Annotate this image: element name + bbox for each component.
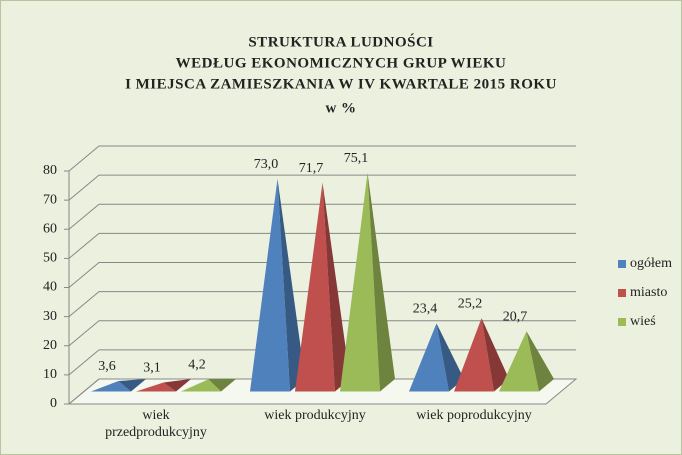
bar-face [454, 318, 494, 392]
y-tick-label: 0 [50, 396, 57, 411]
legend-swatch [618, 318, 626, 326]
chart-title: WEDŁUG EKONOMICZNYCH GRUP WIEKU [176, 55, 507, 71]
data-label: 3,6 [98, 359, 116, 374]
bar-face [499, 331, 539, 392]
bar [181, 379, 236, 392]
data-label: 25,2 [458, 296, 483, 311]
bar [340, 172, 395, 392]
bar-side [481, 318, 509, 392]
bar-face [91, 381, 131, 392]
y-tick-label: 30 [43, 309, 57, 324]
y-tick-label: 70 [43, 192, 57, 207]
y-tick-label: 10 [43, 367, 57, 382]
bar-face [295, 182, 335, 392]
bar-side [367, 172, 395, 392]
x-tick-label: wiek przedprodukcyjny [105, 408, 207, 440]
legend-label: ogółem [630, 256, 672, 271]
grid-line [68, 320, 576, 347]
data-label: 3,1 [143, 361, 161, 376]
grid-line [68, 291, 576, 318]
data-label: 23,4 [413, 302, 438, 317]
grid-line [68, 349, 576, 376]
bar-side [163, 379, 191, 392]
data-label: 20,7 [503, 309, 528, 324]
legend-label: wieś [630, 314, 656, 329]
grid-line [68, 145, 576, 172]
bar [136, 379, 191, 392]
legend-swatch [618, 260, 626, 268]
legend-swatch [618, 289, 626, 297]
chart-subtitle: w % [325, 100, 356, 116]
grid-line [68, 174, 576, 201]
bar-side [526, 331, 554, 392]
bar-side [277, 178, 305, 392]
y-tick-label: 20 [43, 338, 57, 353]
chart-title: I MIEJSCA ZAMIESZKANIA W IV KWARTALE 201… [125, 76, 557, 92]
bar-face [181, 379, 221, 392]
chart-title: STRUKTURA LUDNOŚCI [248, 33, 433, 50]
bar [250, 178, 305, 392]
bar-side [322, 182, 350, 392]
data-label: 4,2 [188, 357, 206, 372]
bar-face [136, 382, 176, 392]
y-tick-label: 40 [43, 280, 57, 295]
bar-side [118, 379, 146, 392]
x-tick-label: wiek produkcyjny [264, 408, 366, 423]
bar-face [340, 172, 380, 392]
bar [499, 331, 554, 392]
data-label: 73,0 [254, 157, 279, 172]
legend-label: miasto [630, 285, 667, 300]
y-tick-label: 50 [43, 251, 57, 266]
bar [295, 182, 350, 392]
bar [409, 323, 464, 392]
bar [91, 379, 146, 392]
bar-side [436, 323, 464, 392]
bar [454, 318, 509, 392]
data-label: 71,7 [299, 161, 324, 176]
bar-side [208, 379, 236, 392]
data-label: 75,1 [344, 151, 369, 166]
y-tick-label: 80 [43, 163, 57, 178]
x-tick-label: wiek poprodukcyjny [416, 408, 532, 423]
grid-line [68, 232, 576, 259]
bar-face [409, 323, 449, 392]
grid-line [68, 262, 576, 288]
y-tick-label: 60 [43, 221, 57, 236]
bar-face [250, 178, 290, 392]
grid-line [68, 203, 576, 230]
